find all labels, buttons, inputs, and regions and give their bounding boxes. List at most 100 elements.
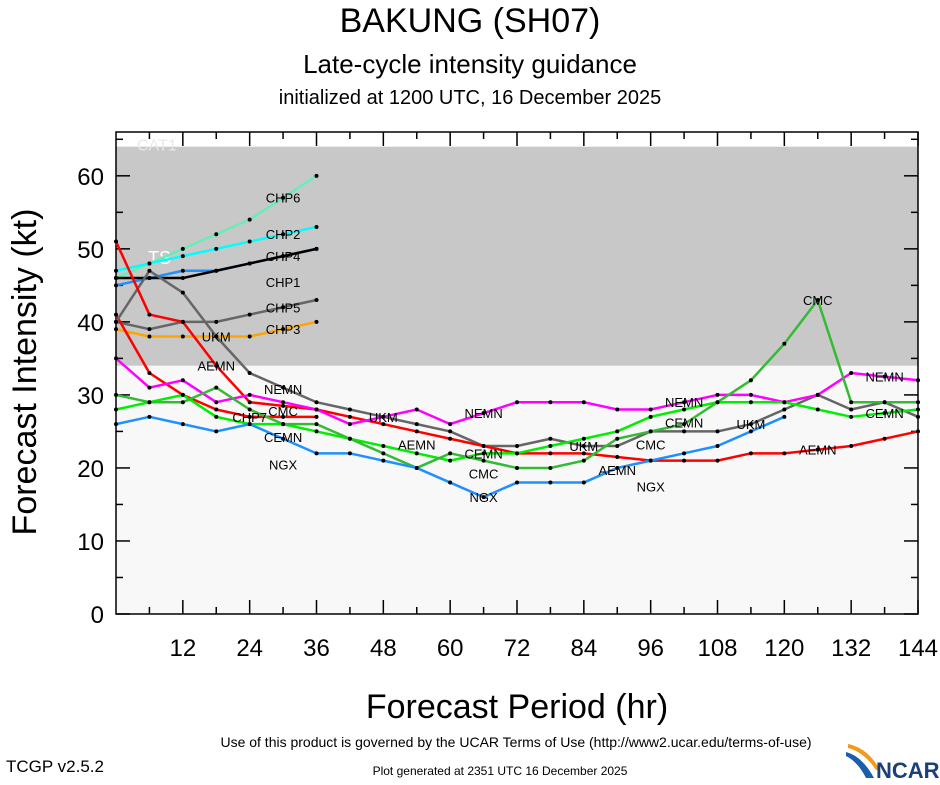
data-point-cmc xyxy=(147,400,152,405)
data-point-cmc xyxy=(347,436,352,441)
data-point-ngx xyxy=(481,495,486,500)
data-point-chp2 xyxy=(247,239,252,244)
data-point-chp3 xyxy=(247,334,252,339)
series-label-cemn: CEMN xyxy=(264,430,302,445)
data-point-cemn xyxy=(815,407,820,412)
data-point-cmc xyxy=(180,400,185,405)
y-tick-label: 10 xyxy=(77,529,104,556)
data-point-cemn xyxy=(114,407,118,412)
data-point-cmc xyxy=(548,465,553,470)
data-point-ngx xyxy=(581,480,586,485)
x-tick-label: 144 xyxy=(898,635,938,662)
data-point-nemn xyxy=(381,414,386,419)
data-point-chp4 xyxy=(114,283,118,288)
x-tick-label: 24 xyxy=(236,635,263,662)
data-point-ukm xyxy=(147,268,152,273)
data-point-ngx xyxy=(247,422,252,427)
data-point-ngx xyxy=(648,458,653,463)
data-point-ukm xyxy=(314,400,319,405)
data-point-ngx xyxy=(414,465,419,470)
terms-of-use[interactable]: Use of this product is governed by the U… xyxy=(220,734,811,750)
data-point-chp6 xyxy=(180,246,185,251)
data-point-ngx xyxy=(314,451,319,456)
data-point-chp7 xyxy=(281,414,286,419)
data-point-chp7 xyxy=(214,407,219,412)
data-point-cmc xyxy=(214,385,219,390)
data-point-chp1 xyxy=(247,261,252,266)
data-point-cmc xyxy=(782,341,787,346)
data-point-nemn xyxy=(682,400,687,405)
data-point-cemn xyxy=(581,436,586,441)
data-point-cmc xyxy=(815,297,820,302)
data-point-nemn xyxy=(180,378,185,383)
data-point-cmc xyxy=(381,451,386,456)
data-point-chp5 xyxy=(147,327,152,332)
data-point-ngx xyxy=(147,414,152,419)
data-point-cmc xyxy=(448,451,453,456)
band-ts xyxy=(116,146,918,366)
data-point-aemn xyxy=(414,429,419,434)
data-point-cmc xyxy=(114,392,118,397)
data-point-aemn xyxy=(481,444,486,449)
data-point-aemn xyxy=(782,451,787,456)
data-point-ukm xyxy=(414,422,419,427)
series-lines xyxy=(114,173,920,500)
data-point-chp3 xyxy=(180,334,185,339)
data-point-aemn xyxy=(849,444,854,449)
data-point-aemn xyxy=(247,400,252,405)
data-point-ngx xyxy=(715,444,720,449)
data-point-cmc xyxy=(682,422,687,427)
generated-time: Plot generated at 2351 UTC 16 December 2… xyxy=(373,764,628,778)
series-label-ukm: UKM xyxy=(569,439,598,454)
data-point-cmc xyxy=(715,400,720,405)
data-point-ngx xyxy=(347,451,352,456)
band-label-cat1: CAT1 xyxy=(137,138,177,155)
data-point-aemn xyxy=(147,312,152,317)
data-point-ukm xyxy=(281,385,286,390)
series-label-aemn: AEMN xyxy=(398,437,436,452)
data-point-cemn xyxy=(849,414,854,419)
series-label-chp7: CHP7 xyxy=(232,410,267,425)
data-point-cmc xyxy=(581,458,586,463)
data-point-aemn xyxy=(882,436,887,441)
series-label-cemn: CEMN xyxy=(464,446,502,461)
data-point-nemn xyxy=(849,371,854,375)
series-label-cmc: CMC xyxy=(268,404,298,419)
series-label-aemn: AEMN xyxy=(598,463,636,478)
data-point-ukm xyxy=(114,319,118,324)
series-labels: CHP6 CHP2 CHP4 CHP1 CHP5 CHP3 CHP7 UKM UKM UKM UKM… xyxy=(197,191,903,505)
data-point-ukm xyxy=(247,371,252,375)
data-point-chp1 xyxy=(180,276,185,281)
axes: 0 10 20 30 40 50 60 12 24 36 48 60 72 84 96 108 120 132 14… xyxy=(77,131,938,662)
data-point-aemn xyxy=(214,363,219,368)
data-point-ngx xyxy=(515,480,519,485)
data-point-cemn xyxy=(180,392,185,397)
data-point-chp3 xyxy=(281,327,286,332)
series-label-ukm: UKM xyxy=(369,410,398,425)
data-point-ngx xyxy=(782,414,787,419)
data-point-ukm xyxy=(916,414,920,419)
series-label-ngx: NGX xyxy=(469,490,498,505)
series-label-aemn: AEMN xyxy=(197,359,235,374)
data-point-ukm xyxy=(782,407,787,412)
data-point-cemn xyxy=(448,458,453,463)
data-point-chp7 xyxy=(114,312,118,317)
data-point-nemn xyxy=(515,400,519,405)
data-point-aemn xyxy=(916,429,920,434)
data-point-nemn xyxy=(815,392,820,397)
x-tick-label: 48 xyxy=(370,635,397,662)
data-point-cemn xyxy=(515,451,519,456)
chart-init-time: initialized at 1200 UTC, 16 December 202… xyxy=(279,87,661,109)
band-below-ts xyxy=(116,365,918,614)
data-point-nemn xyxy=(748,392,753,397)
data-point-chp1 xyxy=(114,276,118,281)
data-point-cemn xyxy=(882,411,887,416)
y-tick-label: 40 xyxy=(77,310,104,337)
data-point-nemn xyxy=(114,356,118,361)
series-label-ukm: UKM xyxy=(736,417,765,432)
data-point-chp1 xyxy=(214,268,219,273)
data-point-cmc xyxy=(882,400,887,405)
data-point-chp7 xyxy=(147,371,152,375)
data-point-aemn xyxy=(615,454,620,459)
